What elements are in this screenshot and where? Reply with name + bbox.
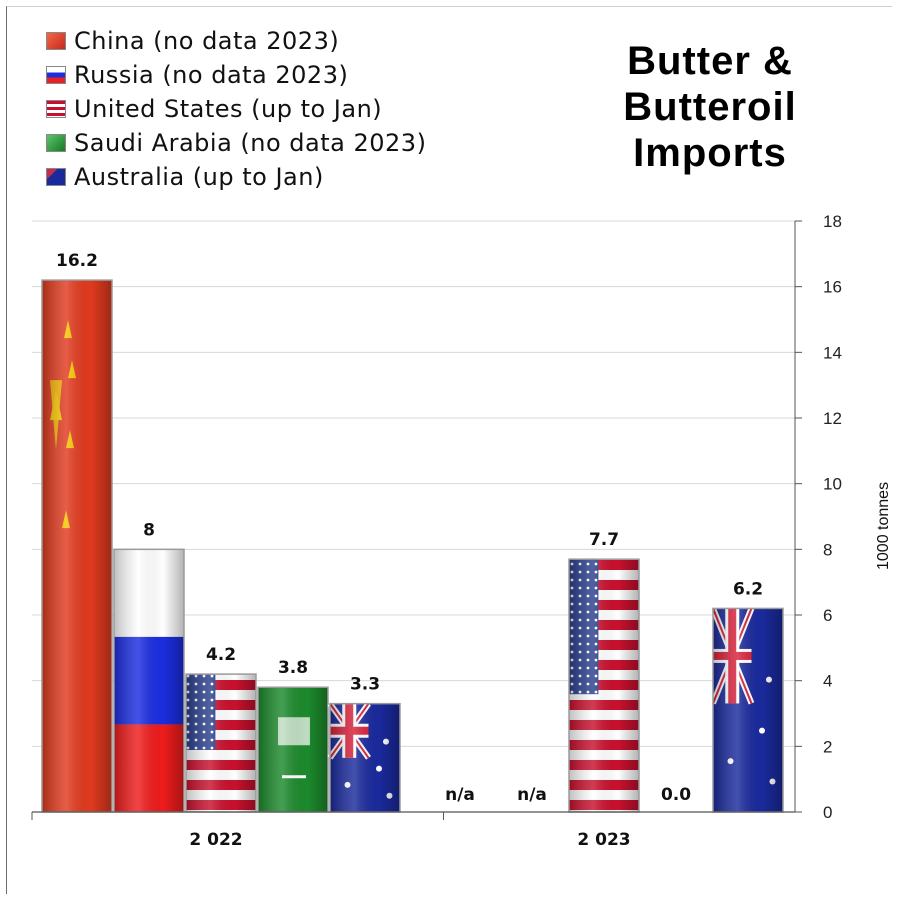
bar: [327, 701, 401, 813]
legend-item-china: China (no data 2023): [46, 24, 426, 58]
australia-flag-icon: [46, 168, 66, 186]
y-tick-label: 12: [823, 409, 842, 428]
y-tick-label: 4: [823, 672, 832, 691]
data-label: 7.7: [589, 530, 619, 550]
bar: [257, 686, 329, 813]
chart-frame: [6, 6, 892, 894]
legend-item-saudi-arabia: Saudi Arabia (no data 2023): [46, 126, 426, 160]
data-label: 4.2: [206, 645, 236, 665]
legend-item-russia: Russia (no data 2023): [46, 58, 426, 92]
legend-label: United States (up to Jan): [74, 95, 383, 123]
legend: China (no data 2023) Russia (no data 202…: [46, 24, 426, 194]
x-tick-label: 2 022: [189, 830, 242, 850]
data-label: 3.3: [350, 675, 380, 695]
y-tick-label: 6: [823, 606, 832, 625]
saudi-flag-icon: [46, 134, 66, 152]
y-tick-label: 0: [823, 803, 832, 822]
data-label: 0.0: [661, 785, 691, 805]
usa-flag-icon: [46, 100, 66, 118]
y-tick-label: 2: [823, 737, 832, 756]
legend-item-united-states: United States (up to Jan): [46, 92, 426, 126]
data-label: 3.8: [278, 658, 308, 678]
legend-label: Australia (up to Jan): [74, 163, 324, 191]
y-tick-label: 16: [823, 278, 842, 297]
y-tick-label: 10: [823, 475, 842, 494]
russia-flag-icon: [46, 66, 66, 84]
data-label: n/a: [445, 785, 475, 805]
bar: [113, 548, 185, 813]
legend-item-australia: Australia (up to Jan): [46, 160, 426, 194]
bar: [568, 558, 640, 813]
y-tick-label: 8: [823, 540, 832, 559]
bar: [710, 607, 784, 813]
data-label: 8: [143, 520, 155, 540]
legend-label: Russia (no data 2023): [74, 61, 349, 89]
data-label: 6.2: [733, 579, 763, 599]
data-label: n/a: [517, 785, 547, 805]
legend-label: China (no data 2023): [74, 27, 340, 55]
x-tick-label: 2 023: [577, 830, 630, 850]
data-label: 16.2: [56, 251, 98, 271]
y-tick-label: 14: [823, 343, 842, 362]
china-flag-icon: [46, 32, 66, 50]
y-axis-label: 1000 tonnes: [875, 482, 892, 570]
bar: [41, 279, 113, 813]
chart-title: Butter & Butteroil Imports: [623, 39, 797, 175]
y-tick-label: 18: [823, 212, 842, 231]
legend-label: Saudi Arabia (no data 2023): [74, 129, 427, 157]
bar: [185, 673, 257, 813]
